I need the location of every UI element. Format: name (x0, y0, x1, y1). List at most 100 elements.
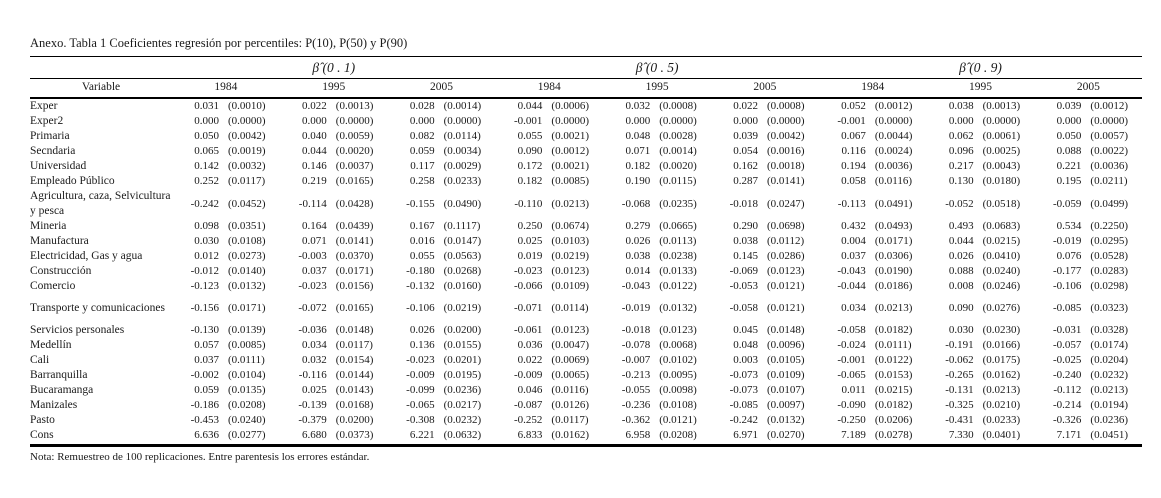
standard-error-value: (0.0154) (335, 354, 374, 366)
estimate-cell: 0.146 (0.0037) (280, 159, 388, 174)
coefficient-value: -0.072 (298, 302, 327, 314)
coefficient-value: -0.113 (837, 197, 866, 210)
estimate-cell: 7.171 (0.0451) (1034, 428, 1143, 447)
coef-se-pair: 0.045 (0.0148) (711, 323, 819, 338)
coef-se-pair: 0.252 (0.0117) (172, 174, 280, 189)
estimate-cell: 0.136 (0.0155) (388, 338, 496, 353)
coefficient-value: -0.213 (621, 369, 651, 381)
coefficient-value: 0.090 (517, 145, 543, 157)
estimate-cell: 0.032 (0.0154) (280, 353, 388, 368)
estimate-cell: 0.008 (0.0246) (927, 279, 1035, 294)
coefficient-value: -0.001 (513, 115, 543, 127)
coefficient-value: 0.008 (948, 280, 974, 292)
coefficient-value: 0.022 (302, 100, 327, 112)
standard-error-value: (0.0117) (228, 175, 266, 187)
coef-se-pair: 0.040 (0.0059) (280, 129, 388, 144)
standard-error-value: (0.0036) (874, 160, 913, 172)
estimate-cell: -0.214 (0.0194) (1034, 398, 1142, 413)
coefficient-value: 0.195 (1056, 175, 1082, 187)
table-note: Nota: Remuestreo de 100 replicaciones. E… (30, 451, 370, 463)
estimate-cell: 0.004 (0.0171) (819, 234, 927, 249)
coefficient-value: 0.432 (841, 220, 866, 232)
estimate-cell: -0.065 (0.0217) (388, 398, 496, 413)
standard-error-value: (0.0097) (767, 399, 805, 411)
standard-error-value: (0.0059) (335, 130, 374, 142)
estimate-cell: 0.000 (0.0000) (1034, 114, 1142, 129)
coefficient-value: 0.000 (948, 115, 974, 127)
coef-se-pair: -0.106 (0.0219) (388, 301, 496, 316)
coefficient-value: 0.082 (409, 130, 435, 142)
coef-se-pair: 0.037 (0.0111) (172, 353, 280, 368)
coef-se-pair: 0.048 (0.0096) (711, 338, 819, 353)
table-row: Construcción -0.012 (0.0140) 0.037 (0.0171) -… (30, 264, 1142, 279)
coefficient-value: -0.078 (621, 339, 651, 351)
estimate-cell: -0.066 (0.0109) (495, 279, 603, 294)
table-row: Manizales -0.186 (0.0208) -0.139 (0.0168) -0.… (30, 398, 1142, 413)
coef-se-pair: 0.088 (0.0240) (927, 264, 1035, 279)
coef-se-pair: 0.116 (0.0024) (819, 144, 927, 159)
coef-se-pair: -0.240 (0.0232) (1034, 368, 1142, 383)
coefficient-value: -0.186 (190, 399, 219, 411)
coefficient-value: -0.325 (945, 399, 974, 411)
coef-se-pair: -0.078 (0.0068) (603, 338, 711, 353)
coef-se-pair: -0.043 (0.0190) (819, 264, 927, 279)
standard-error-value: (0.0123) (551, 324, 589, 336)
coefficient-value: 0.032 (625, 100, 651, 112)
coef-se-pair: -0.031 (0.0328) (1034, 323, 1142, 338)
variable-name: Comercio (30, 280, 76, 292)
regression-table: β̂ (0 . 1) β̂ (0 . 5) β̂ (0 . 9) Variable 1… (30, 56, 1143, 447)
estimate-cell: 0.130 (0.0180) (927, 174, 1035, 189)
standard-error-value: (0.0139) (228, 324, 266, 336)
estimate-cell: 6.833 (0.0162) (495, 428, 604, 447)
coef-se-pair: 6.971 (0.0270) (711, 428, 819, 443)
estimate-cell: 0.057 (0.0085) (172, 338, 280, 353)
estimate-cell: 0.096 (0.0025) (927, 144, 1035, 159)
coef-se-pair: 0.050 (0.0042) (172, 129, 280, 144)
coefficient-value: -0.112 (1053, 384, 1082, 396)
estimate-cell: -0.023 (0.0201) (388, 353, 496, 368)
coef-se-pair: -0.085 (0.0097) (711, 398, 819, 413)
estimate-cell: 6.680 (0.0373) (279, 428, 388, 447)
standard-error-value: (0.0123) (551, 265, 589, 277)
coef-se-pair: -0.057 (0.0174) (1034, 338, 1142, 353)
coefficient-value: -0.031 (1052, 324, 1082, 336)
variable-name: Medellín (30, 339, 72, 351)
standard-error-value: (0.0213) (874, 302, 913, 314)
standard-error-value: (0.0451) (1090, 429, 1128, 441)
standard-error-value: (0.0499) (1090, 197, 1128, 210)
standard-error-value: (0.0104) (228, 369, 266, 381)
standard-error-value: (0.0323) (1090, 302, 1128, 314)
coefficient-value: 0.279 (625, 220, 651, 232)
coef-se-pair: -0.058 (0.0121) (711, 301, 819, 316)
standard-error-value: (0.0069) (551, 354, 589, 366)
coef-se-pair: -0.001 (0.0000) (495, 114, 603, 129)
standard-error-value: (0.0452) (228, 197, 266, 210)
estimate-cell: -0.001 (0.0122) (819, 353, 927, 368)
coefficient-value: -0.191 (945, 339, 974, 351)
coef-se-pair: 0.031 (0.0010) (172, 99, 280, 114)
estimate-cell: 0.025 (0.0103) (495, 234, 603, 249)
coefficient-value: 0.146 (302, 160, 327, 172)
coefficient-value: 0.000 (409, 115, 435, 127)
coef-se-pair: -0.023 (0.0123) (495, 264, 603, 279)
estimate-cell: 0.039 (0.0042) (711, 129, 819, 144)
standard-error-value: (0.0036) (1090, 160, 1128, 172)
year-header: 2005 (711, 78, 819, 99)
estimate-cell: 0.022 (0.0069) (495, 353, 603, 368)
coef-se-pair: -0.012 (0.0140) (172, 264, 280, 279)
coef-se-pair: -0.213 (0.0095) (603, 368, 711, 383)
coef-se-pair: 7.189 (0.0278) (819, 428, 927, 443)
coef-se-pair: 0.025 (0.0143) (280, 383, 388, 398)
standard-error-value: (0.0230) (982, 324, 1021, 336)
estimate-cell: -0.106 (0.0298) (1034, 279, 1142, 294)
coefficient-value: 0.000 (194, 115, 219, 127)
estimate-cell: 0.145 (0.0286) (711, 249, 819, 264)
standard-error-value: (0.0122) (874, 354, 913, 366)
coefficient-value: -0.308 (406, 414, 435, 426)
estimate-cell: 0.062 (0.0061) (927, 129, 1035, 144)
coef-se-pair: -0.242 (0.0452) (172, 197, 280, 212)
estimate-cell: 0.090 (0.0012) (495, 144, 603, 159)
coefficient-value: 0.534 (1056, 220, 1082, 232)
standard-error-value: (0.0219) (551, 250, 589, 262)
coef-se-pair: 0.172 (0.0021) (495, 159, 603, 174)
